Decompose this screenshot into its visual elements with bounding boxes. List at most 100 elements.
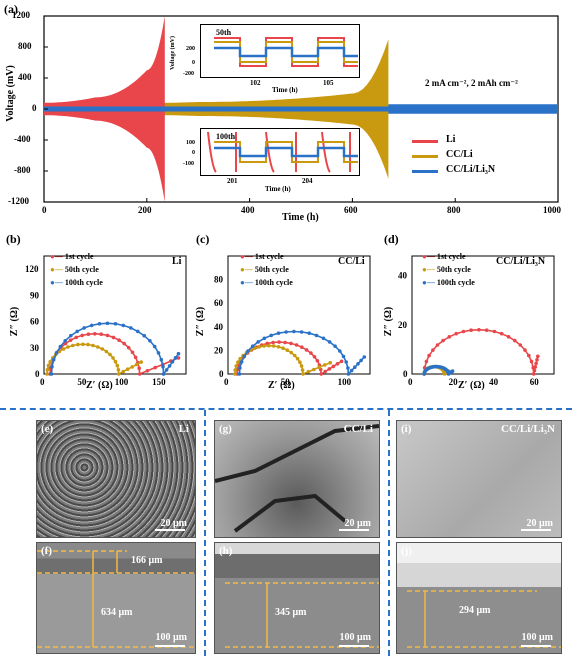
eis-point xyxy=(312,367,316,372)
eis-point xyxy=(86,332,91,336)
legend-swatch-ccli xyxy=(412,155,438,158)
eis-point xyxy=(294,343,299,347)
eis-point xyxy=(292,329,296,334)
eis-point xyxy=(233,368,237,372)
eis-point xyxy=(321,336,326,341)
eis-xtick: 50 xyxy=(77,377,87,387)
inset1-ytick: -200 xyxy=(183,71,194,77)
eis-point xyxy=(130,365,134,369)
eis-point xyxy=(284,330,288,334)
inset2-ytick: 0 xyxy=(192,150,195,156)
eis-point xyxy=(105,321,110,326)
eis-point xyxy=(335,362,340,366)
eis-series-line xyxy=(46,343,142,376)
eis-point xyxy=(137,366,141,371)
eis-point xyxy=(49,372,54,376)
eis-chart-c: 0 50 100 0 20 40 60 80 xyxy=(214,255,371,387)
eis-point xyxy=(327,340,332,344)
sem-j-scale: 100 μm xyxy=(521,632,554,643)
eis-xtick: 0 xyxy=(40,377,45,387)
legend-swatch-li xyxy=(412,140,438,143)
eis-point xyxy=(309,351,313,355)
sem-e-tag: (e) xyxy=(41,423,54,435)
eis-point xyxy=(129,326,133,330)
sem-f-thick1: 166 μm xyxy=(131,555,163,566)
eis-point xyxy=(450,369,455,373)
legend-c-100: 100th cycle xyxy=(254,278,293,287)
legend-d-100: 100th cycle xyxy=(436,278,475,287)
eis-point xyxy=(315,359,320,363)
eis-point xyxy=(535,358,539,362)
eis-point xyxy=(234,364,238,368)
eis-point xyxy=(527,353,531,358)
inset1-ytick: 200 xyxy=(186,46,195,52)
eis-point xyxy=(257,345,262,349)
eis-point xyxy=(173,356,178,360)
panel-a-tag: (a) xyxy=(4,2,18,16)
eis-point xyxy=(91,343,95,348)
panel-d-tag: (d) xyxy=(384,232,399,246)
eis-point xyxy=(427,353,431,358)
eis-point xyxy=(328,360,333,365)
eis-point xyxy=(312,355,317,359)
eis-point xyxy=(46,363,51,368)
eis-point xyxy=(126,345,131,350)
legend-c-1: 1st cycle xyxy=(254,252,284,261)
eis-point xyxy=(116,368,121,372)
a-ytick: 1200 xyxy=(12,10,30,20)
eis-point xyxy=(54,351,59,355)
eis-point xyxy=(271,340,275,345)
eis-point xyxy=(250,344,255,348)
eis-point xyxy=(82,326,86,330)
sem-g-scale: 20 μm xyxy=(344,518,372,529)
sem-g-tag: (g) xyxy=(219,423,232,435)
test-condition: 2 mA cm⁻², 2 mAh cm⁻² xyxy=(425,78,518,88)
eis-point xyxy=(534,361,538,366)
eis-point xyxy=(113,322,118,326)
eis-point xyxy=(271,344,276,348)
eis-point xyxy=(447,335,452,339)
eis-point xyxy=(289,341,293,346)
eis-point xyxy=(89,323,94,328)
eis-point xyxy=(431,348,435,352)
legend-li3n: CC/Li/Li₃N xyxy=(446,164,496,175)
sem-e-scale: 20 μm xyxy=(160,518,188,529)
legend-swatch-li3n xyxy=(412,170,438,173)
eis-xtick: 100 xyxy=(115,377,129,387)
sem-g-scalebar xyxy=(339,529,369,531)
eis-point xyxy=(45,372,49,376)
eis-point xyxy=(277,340,281,344)
eis-point xyxy=(276,331,281,335)
eis-point xyxy=(142,333,146,338)
eis-point xyxy=(81,342,85,347)
eis-point xyxy=(111,356,115,360)
sample-b: Li xyxy=(172,256,182,267)
eis-point xyxy=(362,355,367,359)
eis-point xyxy=(536,354,540,359)
eis-series-line xyxy=(238,330,365,376)
eis-point xyxy=(499,331,504,336)
eis-point xyxy=(167,364,172,368)
eis-xtick: 0 xyxy=(408,377,413,387)
eis-point xyxy=(93,332,97,336)
eis-point xyxy=(66,345,70,349)
eis-point xyxy=(331,364,336,369)
eis-point xyxy=(68,338,73,342)
a-xtick: 600 xyxy=(344,205,358,215)
voltage-time-chart xyxy=(43,15,559,203)
eis-point xyxy=(137,372,142,376)
eis-point xyxy=(506,335,511,339)
xlabel-b: Z′ (Ω) xyxy=(86,380,113,391)
eis-point xyxy=(76,342,80,347)
eis-point xyxy=(69,333,73,338)
eis-point xyxy=(283,340,287,345)
a-xtick: 800 xyxy=(447,205,461,215)
eis-xtick: 40 xyxy=(489,377,499,387)
a-ytick: -1200 xyxy=(8,196,29,206)
inset1-xtick: 105 xyxy=(323,79,334,87)
eis-ytick: 20 xyxy=(214,345,224,355)
legend-d-1: 1st cycle xyxy=(436,252,466,261)
sem-image-e: (e) Li 20 μm xyxy=(36,420,196,538)
a-ytick: 400 xyxy=(18,72,32,82)
eis-point xyxy=(292,353,297,358)
